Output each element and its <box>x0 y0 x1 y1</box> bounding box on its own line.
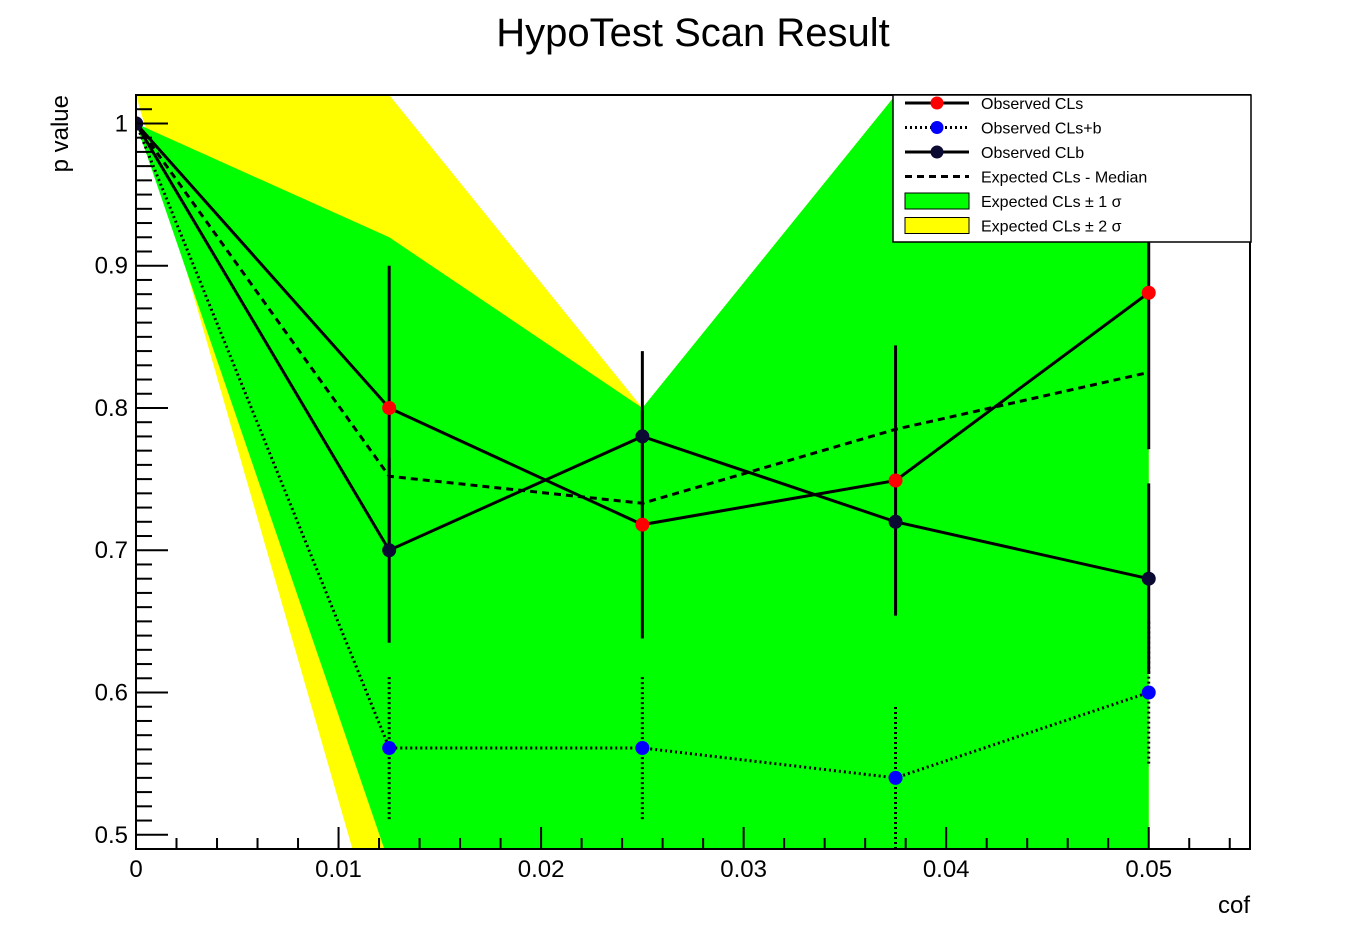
legend-marker-3 <box>930 145 944 159</box>
x-tick-label: 0 <box>129 856 142 883</box>
data-point-observed-cls <box>1141 285 1156 300</box>
data-point-observed-clb <box>888 514 903 529</box>
x-tick-label: 0.04 <box>923 856 970 883</box>
y-axis-label: p value <box>47 95 74 172</box>
data-point-observed-cls <box>635 517 650 532</box>
axes: 0 0.01 0.02 0.03 0.04 0.05 0.5 0.6 0.7 0.8 0.9 1 <box>95 94 1251 883</box>
legend-entry: Expected CLs - Median <box>981 170 1147 187</box>
legend-marker-1 <box>930 96 944 110</box>
legend-entry: Observed CLs+b <box>981 121 1102 138</box>
data-point-observed-cls <box>382 400 397 415</box>
data-point-observed-cls <box>888 473 903 488</box>
legend-entry: Expected CLs ± 1 σ <box>981 194 1122 211</box>
data-point-observed-cls-b <box>1141 685 1156 700</box>
chart-title: HypoTest Scan Result <box>496 11 890 55</box>
plot-frame <box>135 94 1251 850</box>
x-tick-label: 0.05 <box>1125 856 1172 883</box>
data-point-observed-clb <box>382 543 397 558</box>
legend-entry: Observed CLs <box>981 96 1083 113</box>
legend-swatch-6 <box>904 217 970 234</box>
series-line-observed-cls-b <box>136 122 1150 780</box>
y-tick-label: 0.9 <box>95 253 128 280</box>
x-tick-label: 0.03 <box>720 856 767 883</box>
x-tick-label: 0.02 <box>518 856 565 883</box>
legend-entry: Observed CLb <box>981 145 1084 162</box>
y-tick-label: 0.8 <box>95 395 128 422</box>
data-point-observed-cls-b <box>382 740 397 755</box>
legend: Observed CLs Observed CLs+b Observed CLb Ex… <box>892 94 1252 243</box>
data-point-observed-clb <box>635 429 650 444</box>
series-line-expected-cls-median <box>136 122 1150 505</box>
y-tick-label: 0.7 <box>95 537 128 564</box>
series-layer <box>136 116 1156 849</box>
y-tick-label: 0.5 <box>95 822 128 849</box>
legend-marker-2 <box>930 121 944 134</box>
data-point-observed-cls-b <box>635 740 650 755</box>
data-point-observed-cls-b <box>888 770 903 785</box>
x-tick-label: 0.01 <box>315 856 362 883</box>
y-tick-label: 0.6 <box>95 680 128 707</box>
data-point-observed-clb <box>1141 571 1156 586</box>
legend-swatch-5 <box>904 192 970 210</box>
y-tick-label: 1 <box>115 110 128 137</box>
x-axis-label: cof <box>1218 892 1250 919</box>
legend-entry: Expected CLs ± 2 σ <box>981 219 1122 236</box>
